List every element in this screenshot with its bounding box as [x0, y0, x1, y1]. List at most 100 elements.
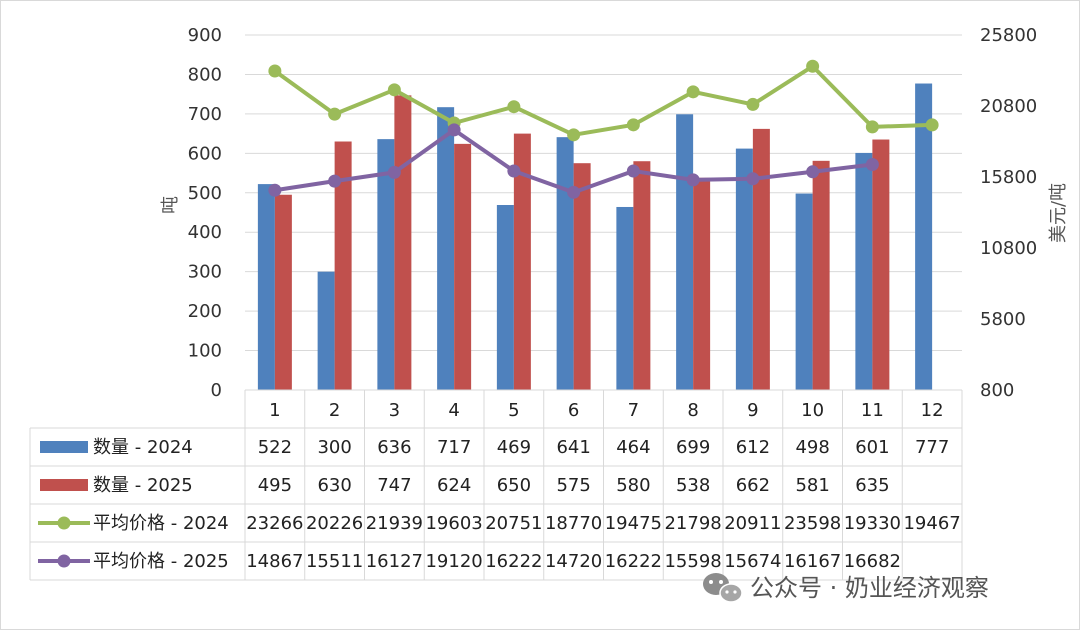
- legend-key: [57, 554, 71, 568]
- point: [806, 165, 820, 179]
- data-label: 19603: [425, 513, 482, 534]
- bar: [735, 148, 753, 390]
- data-label: 18770: [545, 513, 602, 534]
- series-line: [273, 64, 933, 137]
- data-label: 15598: [664, 551, 721, 572]
- series-name: 数量 - 2024: [93, 437, 193, 458]
- data-label: 630: [317, 475, 351, 496]
- point: [507, 100, 521, 114]
- data-label: 777: [915, 437, 949, 458]
- point: [567, 128, 581, 142]
- watermark-text: 公众号 · 奶业经济观察: [750, 574, 989, 602]
- category-label: 5: [508, 400, 519, 421]
- data-label: 19330: [844, 513, 901, 534]
- data-label: 635: [855, 475, 889, 496]
- data-label: 23598: [784, 513, 841, 534]
- legend-key: [40, 441, 88, 453]
- category-label: 9: [747, 400, 758, 421]
- bar: [317, 271, 335, 390]
- data-label: 16167: [784, 551, 841, 572]
- category-label: 12: [921, 400, 944, 421]
- point: [567, 185, 581, 199]
- bar: [855, 152, 873, 390]
- point: [686, 85, 700, 99]
- data-label: 15511: [306, 551, 363, 572]
- data-label: 464: [616, 437, 650, 458]
- point: [806, 59, 820, 73]
- bar: [334, 141, 352, 390]
- data-label: 612: [736, 437, 770, 458]
- right-tick-label: 10800: [980, 238, 1037, 259]
- left-tick-label: 500: [188, 183, 222, 204]
- watermark: 公众号 · 奶业经济观察: [703, 573, 989, 603]
- bar: [812, 160, 830, 390]
- wechat-icon: [703, 573, 743, 603]
- data-label: 699: [676, 437, 710, 458]
- point: [626, 164, 640, 178]
- point: [328, 174, 342, 188]
- data-label: 21939: [366, 513, 423, 534]
- data-label: 580: [616, 475, 650, 496]
- data-label: 20751: [485, 513, 542, 534]
- data-label: 14720: [545, 551, 602, 572]
- category-label: 7: [628, 400, 639, 421]
- bar: [872, 139, 890, 390]
- data-label: 300: [317, 437, 351, 458]
- data-label: 20911: [724, 513, 781, 534]
- data-label: 19467: [903, 513, 960, 534]
- point: [925, 118, 939, 132]
- point: [686, 173, 700, 187]
- point: [268, 64, 282, 78]
- point: [328, 107, 342, 121]
- left-axis-title: 吨: [160, 196, 181, 214]
- right-tick-label: 20800: [980, 96, 1037, 117]
- series-name: 平均价格 - 2025: [93, 551, 229, 572]
- category-label: 2: [329, 400, 340, 421]
- legend-key: [57, 516, 71, 530]
- bar: [795, 193, 813, 390]
- data-label: 20226: [306, 513, 363, 534]
- axes: 0 100 200 300 400 500 600 700 800 900 800 5800 10800…: [160, 25, 1069, 401]
- data-label: 662: [736, 475, 770, 496]
- right-tick-label: 5800: [980, 309, 1026, 330]
- category-label: 3: [389, 400, 400, 421]
- bar: [693, 177, 711, 390]
- bar: [633, 161, 651, 390]
- data-label: 581: [795, 475, 829, 496]
- data-label: 16222: [605, 551, 662, 572]
- point: [626, 118, 640, 132]
- point: [387, 165, 401, 179]
- left-tick-label: 800: [188, 64, 222, 85]
- left-tick-label: 400: [188, 222, 222, 243]
- bar: [454, 143, 472, 390]
- left-tick-label: 100: [188, 341, 222, 362]
- bar-series: [257, 83, 933, 391]
- right-tick-label: 800: [980, 380, 1014, 401]
- left-tick-label: 900: [188, 25, 222, 46]
- data-label: 19475: [605, 513, 662, 534]
- bar: [556, 137, 574, 390]
- data-label: 717: [437, 437, 471, 458]
- category-label: 11: [861, 400, 884, 421]
- data-label: 747: [377, 475, 411, 496]
- bar: [437, 107, 455, 390]
- series-name: 数量 - 2025: [93, 475, 193, 496]
- bar: [752, 128, 770, 390]
- bar: [573, 163, 591, 390]
- data-label: 624: [437, 475, 471, 496]
- bar: [496, 205, 514, 390]
- data-label: 538: [676, 475, 710, 496]
- data-label: 498: [795, 437, 829, 458]
- data-label: 19120: [425, 551, 482, 572]
- right-axis-title: 美元/吨: [1048, 183, 1069, 243]
- data-label: 469: [497, 437, 531, 458]
- data-label: 601: [855, 437, 889, 458]
- data-label: 575: [556, 475, 590, 496]
- right-tick-label: 25800: [980, 25, 1037, 46]
- series-name: 平均价格 - 2024: [93, 513, 229, 534]
- point: [865, 120, 879, 134]
